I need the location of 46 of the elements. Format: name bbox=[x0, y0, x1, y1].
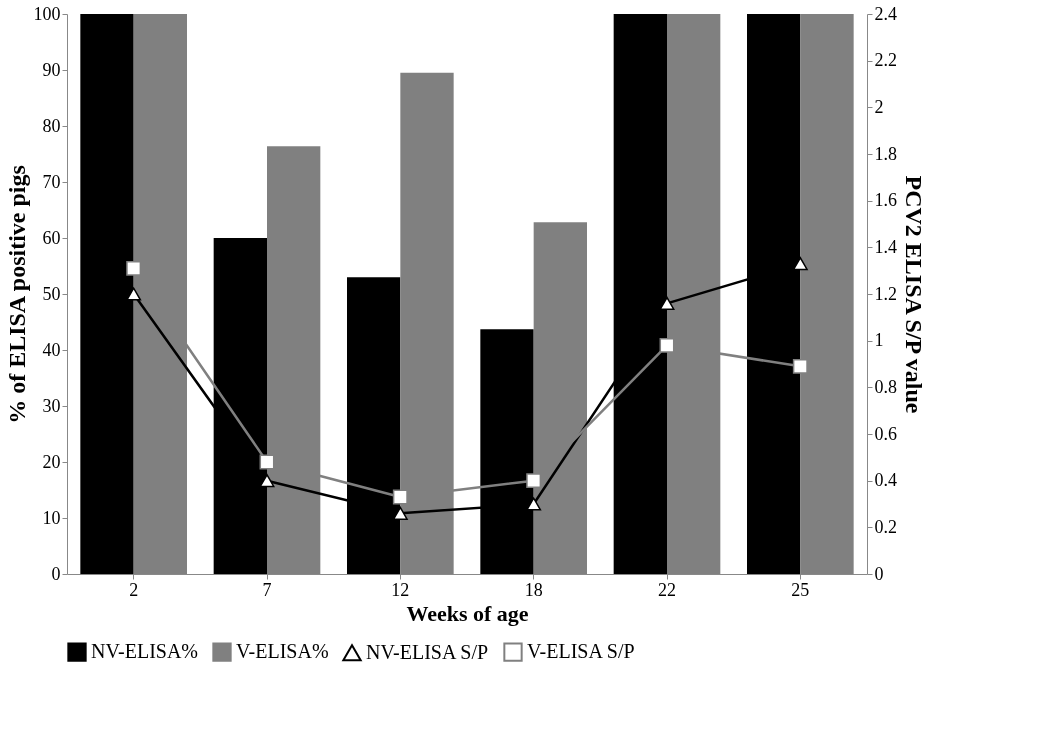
y-tick-label: 70 bbox=[42, 171, 61, 192]
point bbox=[792, 358, 808, 374]
legend-label: NV-ELISA S/P bbox=[366, 640, 489, 663]
y2-tick-label: 2 bbox=[874, 96, 884, 117]
y-tick-label: 60 bbox=[42, 227, 61, 248]
x-tick-label: 12 bbox=[391, 579, 410, 600]
point bbox=[659, 337, 675, 353]
y2-tick-label: 0 bbox=[874, 563, 884, 584]
x-tick-label: 7 bbox=[262, 579, 272, 600]
point bbox=[659, 296, 675, 310]
y-tick-label: 80 bbox=[42, 115, 61, 136]
y-tick-label: 50 bbox=[42, 283, 61, 304]
y2-tick-label: 1.4 bbox=[874, 236, 897, 257]
point bbox=[526, 497, 542, 511]
y2-tick-label: 1 bbox=[874, 330, 884, 351]
x-tick-label: 2 bbox=[129, 579, 139, 600]
y-axis-title: % of ELISA positive pigs bbox=[3, 165, 30, 424]
y2-tick-label: 0.2 bbox=[874, 516, 897, 537]
y-tick-label: 30 bbox=[42, 395, 61, 416]
legend-label: V-ELISA% bbox=[236, 640, 329, 663]
point bbox=[126, 287, 142, 301]
y-tick-label: 10 bbox=[42, 507, 61, 528]
y2-tick-label: 1.8 bbox=[874, 143, 897, 164]
point bbox=[126, 260, 142, 276]
x-tick-label: 18 bbox=[524, 579, 543, 600]
x-tick-label: 22 bbox=[658, 579, 676, 600]
y-tick-label: 100 bbox=[33, 3, 61, 24]
y2-tick-label: 0.4 bbox=[874, 470, 897, 491]
y-tick-label: 90 bbox=[42, 59, 61, 80]
x-tick-label: 25 bbox=[791, 579, 810, 600]
y2-tick-label: 0.6 bbox=[874, 423, 897, 444]
legend-label: NV-ELISA% bbox=[91, 640, 199, 663]
y2-tick-label: 1.2 bbox=[874, 283, 897, 304]
y2-tick-label: 2.4 bbox=[874, 3, 897, 24]
point bbox=[392, 489, 408, 505]
y2-tick-label: 2.2 bbox=[874, 50, 897, 71]
y-tick-label: 0 bbox=[51, 563, 61, 584]
y2-axis-title: PCV2 ELISA S/P value bbox=[901, 175, 927, 414]
x-axis-title: Weeks of age bbox=[406, 600, 529, 626]
y-tick-label: 20 bbox=[42, 451, 61, 472]
legend-label: V-ELISA S/P bbox=[527, 640, 635, 663]
y2-tick-label: 0.8 bbox=[874, 376, 897, 397]
point bbox=[259, 474, 275, 488]
y2-tick-label: 1.6 bbox=[874, 190, 897, 211]
y-tick-label: 40 bbox=[42, 339, 61, 360]
point bbox=[526, 473, 542, 489]
